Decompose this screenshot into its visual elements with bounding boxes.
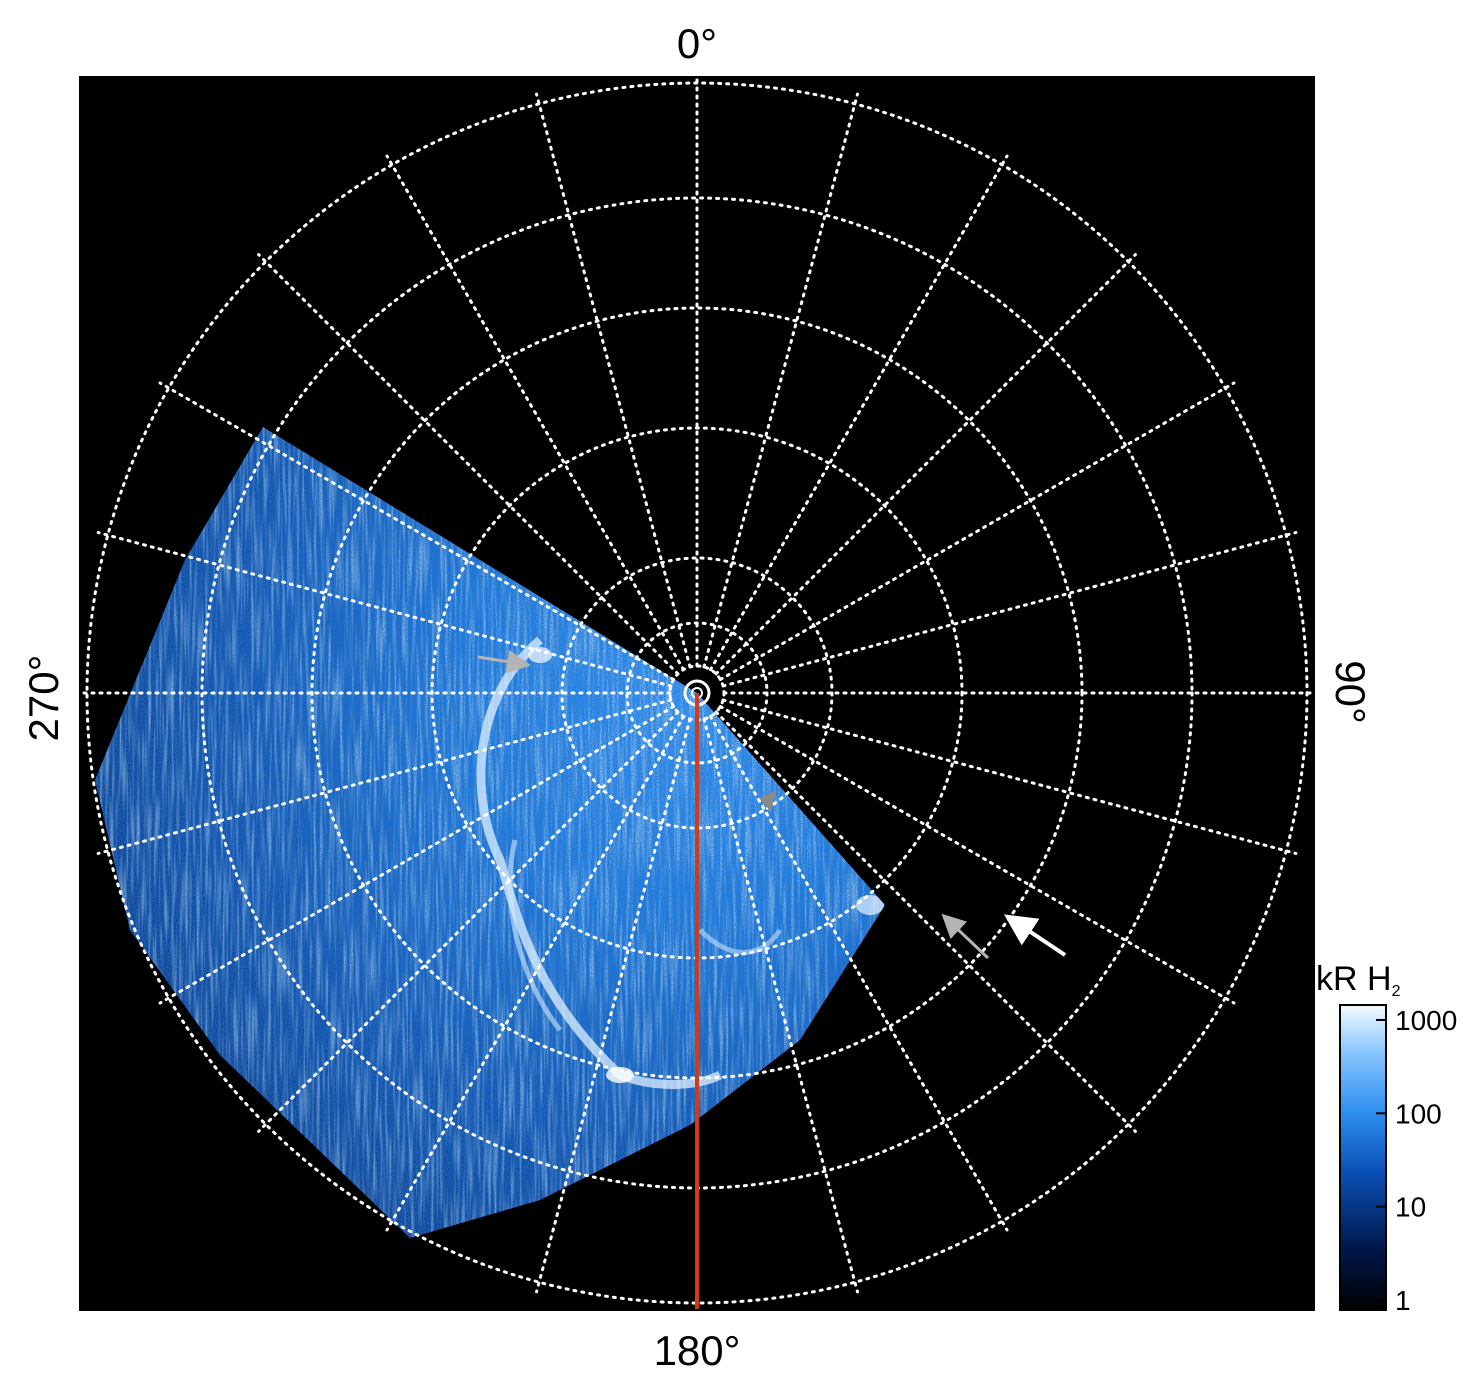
label-right-longitude: 90° xyxy=(1327,660,1374,724)
longitude-line xyxy=(257,253,680,676)
longitude-line xyxy=(158,381,676,681)
colorbar-tick-label: 10 xyxy=(1395,1192,1426,1223)
main-oval-arc xyxy=(476,636,723,1089)
latitude-circle xyxy=(310,306,1084,1080)
label-top-longitude: 0° xyxy=(677,20,717,67)
longitude-line xyxy=(385,714,685,1232)
longitude-line xyxy=(96,531,673,688)
longitude-line xyxy=(257,710,680,1133)
longitude-line xyxy=(709,154,1009,672)
label-left-longitude: 270° xyxy=(20,655,67,742)
longitude-line xyxy=(714,253,1137,676)
colorbar-tick-label: 100 xyxy=(1395,1098,1442,1129)
longitude-line xyxy=(158,705,676,1005)
longitude-line xyxy=(714,710,1137,1133)
longitude-line xyxy=(709,714,1009,1232)
longitude-line xyxy=(721,531,1298,688)
grey-arrow-left xyxy=(477,649,531,674)
colorbar-tick-label: 1 xyxy=(1395,1285,1411,1316)
colorbar-ticks: 1000 100 10 1 xyxy=(1376,1005,1457,1316)
colorbar-ramp xyxy=(1339,1004,1387,1311)
longitude-line xyxy=(718,381,1236,681)
inner-emission-arc xyxy=(698,928,783,955)
polar-grid xyxy=(80,77,1314,1310)
longitude-line xyxy=(535,92,692,669)
secondary-oval-arc xyxy=(507,839,562,1032)
grey-arrow-lower-right xyxy=(941,913,990,960)
longitude-line xyxy=(96,698,673,855)
longitude-line xyxy=(702,92,859,669)
latitude-circle xyxy=(560,556,834,830)
longitude-line xyxy=(535,717,692,1294)
longitude-line xyxy=(702,717,859,1294)
grey-arrow-edge xyxy=(759,790,776,812)
plot-border xyxy=(79,76,1315,1311)
longitude-line xyxy=(718,705,1236,1005)
colorbar-title: kR H2 xyxy=(1316,960,1401,1000)
colorbar: kR H2 1000 100 10 1 xyxy=(1316,960,1457,1316)
colorbar-tick-label: 1000 xyxy=(1395,1005,1457,1036)
longitude-line xyxy=(385,154,685,672)
label-bottom-longitude: 180° xyxy=(654,1327,741,1374)
longitude-line xyxy=(721,698,1298,855)
white-arrow-lower-right xyxy=(1004,914,1067,957)
